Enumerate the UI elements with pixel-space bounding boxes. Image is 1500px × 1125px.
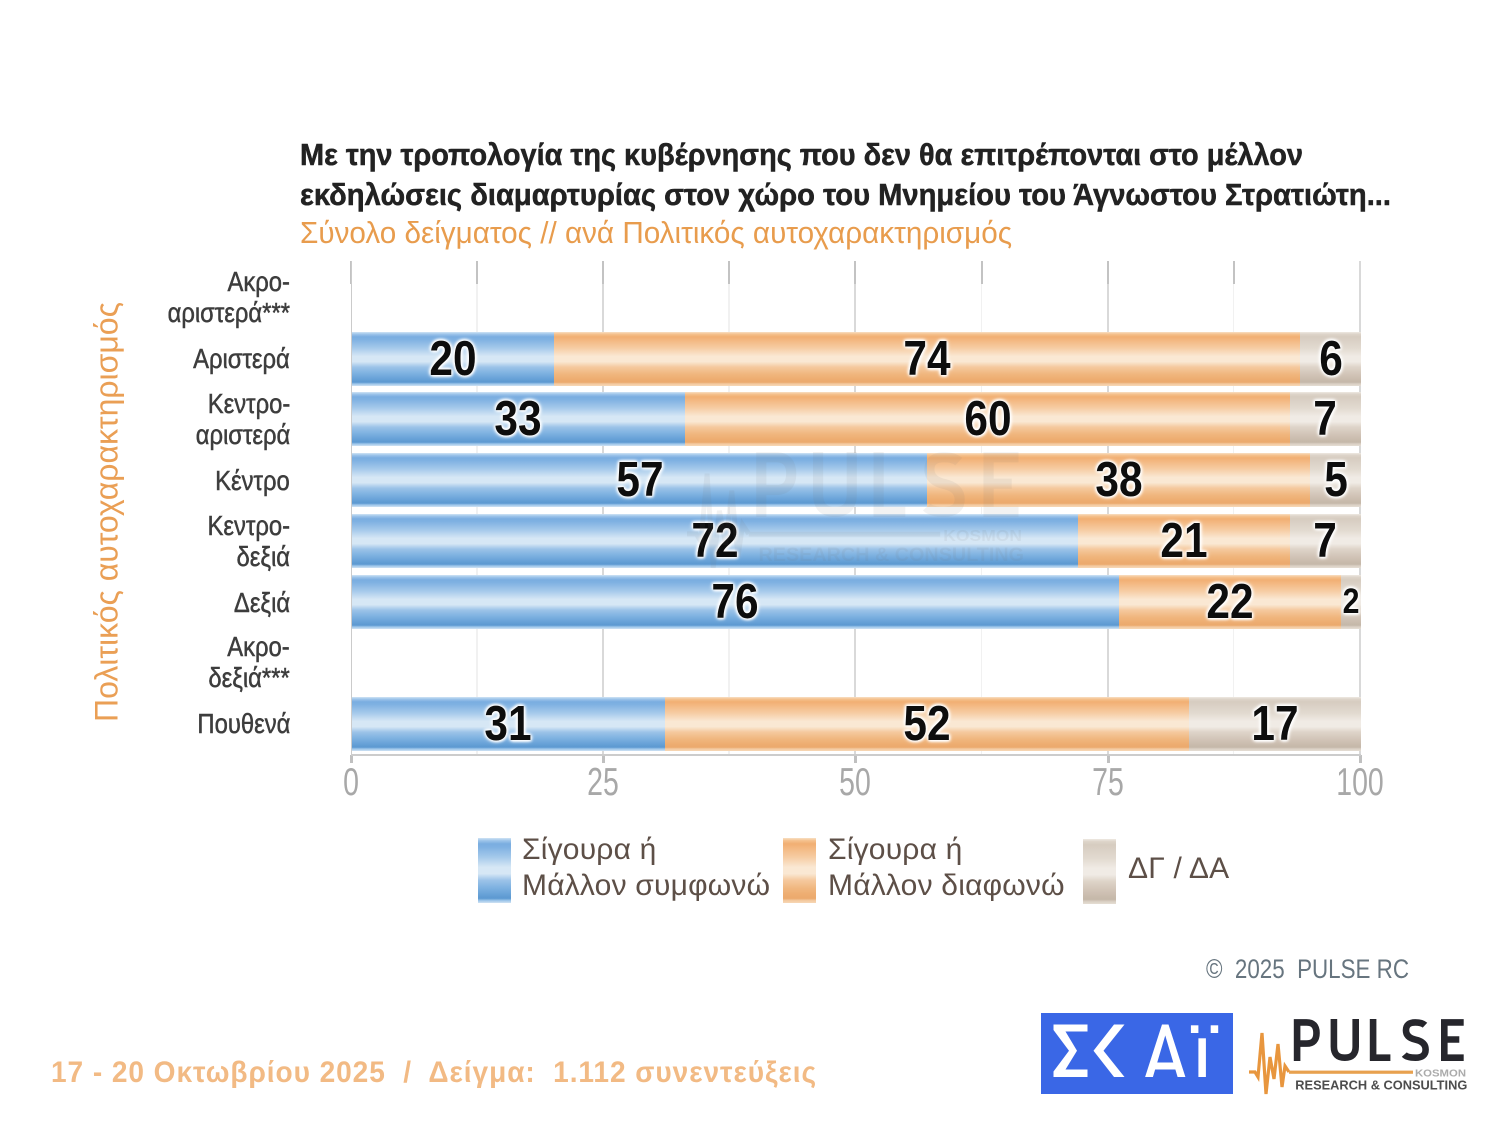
svg-text:RESEARCH & CONSULTING: RESEARCH & CONSULTING	[1295, 1079, 1467, 1093]
svg-text:KOSMON: KOSMON	[943, 528, 1022, 545]
svg-text:KOSMON: KOSMON	[1415, 1069, 1466, 1080]
svg-text:RESEARCH & CONSULTING: RESEARCH & CONSULTING	[758, 545, 1024, 566]
